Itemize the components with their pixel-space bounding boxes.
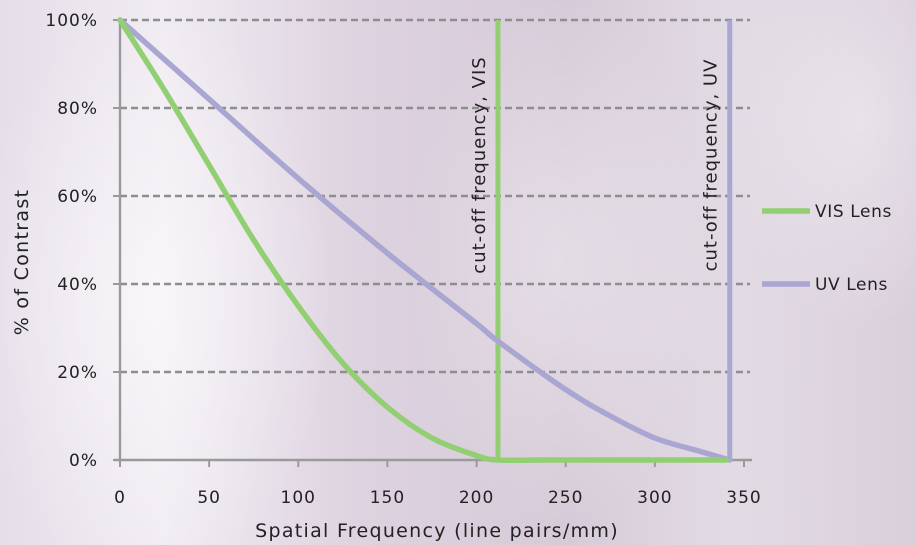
y-tick-label: 100% [45,11,98,31]
vis-lens-line [117,17,729,464]
x-tick-label: 150 [370,488,405,508]
legend-label-uv: UV Lens [815,275,888,295]
x-tick-label: 50 [197,488,221,508]
y-axis-title: % of Contrast [11,189,33,336]
y-tick-label: 60% [57,187,98,207]
x-tick-label: 100 [281,488,316,508]
y-tick-label: 40% [57,275,98,295]
x-tick-label: 350 [726,488,761,508]
y-tick-label: 20% [57,363,98,383]
legend-label-vis: VIS Lens [815,202,892,222]
x-axis-title: Spatial Frequency (line pairs/mm) [255,520,619,542]
uv-lens-line [117,17,733,463]
uv-cutoff-label: cut-off frequency, UV [701,59,722,272]
x-tick-label: 250 [548,488,583,508]
y-tick-label: 0% [69,451,98,471]
x-tick-label: 300 [637,488,672,508]
vis-cutoff-label: cut-off frequency, VIS [469,56,490,273]
x-tick-label: 0 [114,488,126,508]
y-tick-label: 80% [57,99,98,119]
x-tick-label: 200 [459,488,494,508]
